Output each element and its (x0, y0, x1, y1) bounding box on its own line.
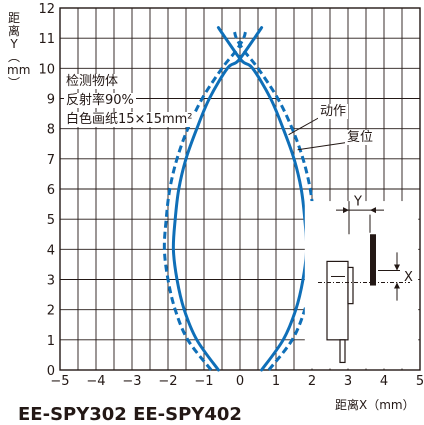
reset-curve-0 (233, 31, 318, 371)
y-axis-title-char: Y (10, 37, 18, 51)
x-tick-label: −4 (86, 374, 105, 389)
y-tick-label: 1 (47, 334, 55, 349)
model-name-footer: EE-SPY302 EE-SPY402 (18, 404, 242, 425)
detection-inset-diagram: YX (304, 195, 419, 369)
y-tick-label: 12 (38, 2, 55, 17)
inset-y-label: Y (353, 195, 362, 210)
inset-x-arrow-bottom (394, 282, 400, 289)
series-layer (162, 26, 318, 372)
y-tick-label: 3 (47, 274, 55, 289)
legend-label-reset: 复位 (345, 130, 376, 145)
inset-background (304, 201, 419, 369)
reset-callout-line (297, 141, 351, 151)
y-tick-label: 9 (47, 93, 55, 108)
x-tick-label: 2 (308, 374, 316, 389)
condition-line-1: 检测物体 (64, 74, 121, 89)
y-axis-title-char: 距 (7, 11, 20, 25)
x-tick-label: −2 (158, 374, 177, 389)
y-axis-title-char: ︶ (7, 76, 20, 90)
x-tick-label: 0 (236, 374, 244, 389)
y-tick-label: 11 (38, 32, 55, 47)
y-tick-label: 8 (47, 123, 55, 138)
y-axis-title: 距离 Y ︵ mm ︶ (7, 11, 31, 90)
inset-y-arrow-left (343, 207, 349, 214)
axes (59, 7, 421, 371)
operate-callout-line (288, 115, 323, 136)
y-tick-label: 6 (47, 183, 55, 198)
y-axis-title-char: ︵ (7, 50, 20, 64)
plot-frame (59, 7, 421, 371)
y-tick-label: 5 (47, 213, 55, 228)
y-tick-label: 2 (47, 304, 55, 319)
inset-x-arrow-top (394, 264, 400, 271)
y-tick-label: 10 (38, 62, 55, 77)
inset-y-arrow-right (370, 207, 376, 214)
inset-x-label: X (404, 270, 413, 285)
legend-label-operate: 动作 (318, 104, 349, 119)
inset-sensor-lens (347, 266, 354, 305)
condition-line-3: 白色画纸15×15mm² (64, 112, 195, 127)
x-tick-label: 1 (272, 374, 280, 389)
x-tick-label: −5 (50, 374, 69, 389)
series-callouts (288, 115, 351, 151)
reset-curve-1 (162, 31, 247, 371)
x-tick-labels: −5 −4 −3 −2 −1 0 1 2 3 4 5 (50, 374, 424, 389)
x-tick-label: 3 (344, 374, 352, 389)
x-tick-label: −3 (122, 374, 141, 389)
inset-sensor-lead (339, 339, 346, 364)
x-tick-label: −1 (194, 374, 213, 389)
y-axis-title-char: mm (7, 63, 31, 77)
x-tick-label: 5 (416, 374, 424, 389)
y-tick-label: 0 (47, 364, 55, 379)
y-tick-label: 7 (47, 153, 55, 168)
y-axis-title-char: 离 (7, 24, 20, 38)
inset-sensor-body (326, 260, 349, 341)
operate-curve-0 (216, 26, 309, 372)
y-tick-label: 4 (47, 243, 55, 258)
x-tick-label: 4 (380, 374, 388, 389)
operate-curve-1 (171, 26, 264, 372)
x-axis-title: 距离X（mm） (335, 398, 415, 412)
inset-target-object (370, 234, 376, 286)
condition-line-2: 反射率90% (64, 93, 136, 108)
